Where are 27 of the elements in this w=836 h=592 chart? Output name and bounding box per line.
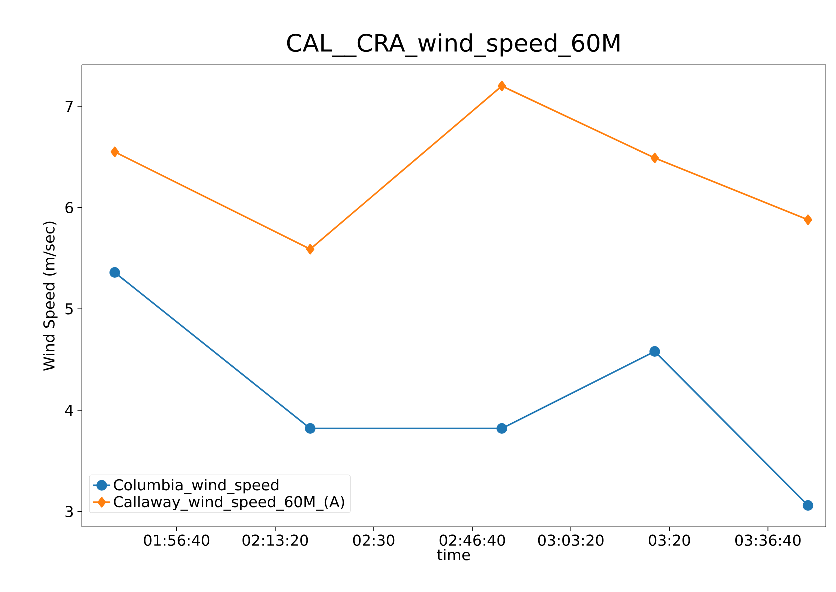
point xyxy=(650,346,660,358)
y-tick-label: 3 xyxy=(66,506,74,518)
y-tick-label: 4 xyxy=(65,405,74,416)
y-tick-label: 6 xyxy=(66,202,74,214)
x-tick-label: 03:20 xyxy=(649,534,690,546)
point xyxy=(498,80,506,92)
y-tick-label: 5 xyxy=(66,304,73,315)
point xyxy=(496,423,508,434)
x-tick-label: 03:36:40 xyxy=(736,534,801,546)
point xyxy=(650,152,660,164)
y-tick-label: 7 xyxy=(66,101,73,112)
point xyxy=(306,244,315,255)
x-tick-label: 02:30 xyxy=(353,534,395,546)
y-axis-title: Wind Speed (m/sec) xyxy=(43,222,58,371)
point xyxy=(110,267,120,278)
x-tick-label: 01:56:40 xyxy=(144,534,210,546)
x-tick-label: 02:46:40 xyxy=(440,534,506,546)
legend-label: Columbia_wind_speed xyxy=(114,479,279,494)
x-axis-title: time xyxy=(437,549,470,561)
legend-label: Callaway_wind_speed_60M_(A) xyxy=(114,496,344,511)
x-tick-label: 02:13:20 xyxy=(242,534,308,546)
point xyxy=(110,146,120,158)
point xyxy=(802,500,814,512)
point xyxy=(804,214,812,226)
chart-title: CAL__CRA_wind_speed_60M xyxy=(287,34,620,58)
point xyxy=(305,423,316,434)
x-tick-label: 03:03:20 xyxy=(538,534,604,546)
